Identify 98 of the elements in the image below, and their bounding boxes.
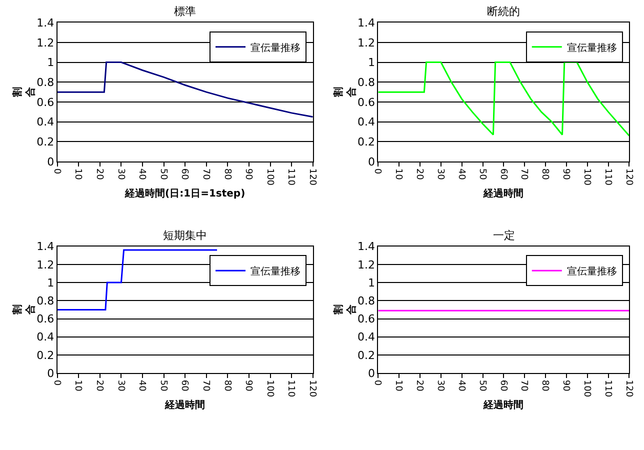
y-tick-label: 0.4 bbox=[357, 116, 375, 129]
x-tick-label: 90 bbox=[243, 168, 254, 180]
x-tick-label: 100 bbox=[264, 168, 274, 186]
x-tick-label: 80 bbox=[540, 168, 550, 180]
y-tick-label: 1 bbox=[368, 56, 375, 70]
y-tick-label: 0.2 bbox=[357, 136, 375, 149]
y-tick-label: 0.8 bbox=[36, 76, 54, 90]
y-tick-label: 1.4 bbox=[357, 240, 375, 254]
y-tick-label: 1.4 bbox=[36, 16, 54, 30]
x-tick-label: 30 bbox=[435, 168, 446, 180]
y-tick-label: 1.2 bbox=[357, 36, 375, 50]
x-tick-label: 40 bbox=[136, 380, 147, 392]
legend-label: 宣伝量推移 bbox=[566, 265, 617, 278]
x-axis-title: 経過時間 bbox=[164, 398, 206, 411]
y-axis-title: 割合 bbox=[332, 304, 358, 316]
x-tick-label: 110 bbox=[602, 380, 612, 398]
y-tick-label: 1 bbox=[47, 276, 54, 290]
x-tick-label: 10 bbox=[393, 168, 404, 180]
x-tick-label: 60 bbox=[498, 168, 508, 180]
line-series bbox=[378, 62, 630, 137]
legend-label: 宣伝量推移 bbox=[250, 265, 301, 278]
x-tick-label: 30 bbox=[115, 168, 126, 180]
x-tick-label: 0 bbox=[372, 380, 382, 386]
y-tick-label: 0.4 bbox=[36, 330, 54, 344]
y-tick-label: 1 bbox=[47, 56, 54, 70]
x-tick-label: 90 bbox=[243, 380, 254, 392]
y-tick-label: 0.8 bbox=[36, 294, 54, 308]
x-tick-label: 100 bbox=[264, 380, 274, 398]
y-tick-label: 1.4 bbox=[36, 240, 54, 254]
y-tick-label: 0.2 bbox=[36, 348, 54, 362]
x-tick-label: 110 bbox=[286, 380, 296, 398]
y-tick-label: 0.6 bbox=[357, 312, 375, 326]
x-tick-label: 80 bbox=[222, 168, 232, 180]
y-tick-label: 0.4 bbox=[36, 116, 54, 129]
x-tick-label: 10 bbox=[72, 380, 83, 392]
x-tick-label: 50 bbox=[158, 168, 168, 180]
x-tick-label: 0 bbox=[372, 168, 382, 174]
x-tick-label: 20 bbox=[94, 380, 104, 392]
x-tick-label: 40 bbox=[136, 168, 147, 180]
x-axis-title: 経過時間(日:1日=1step) bbox=[124, 187, 246, 200]
y-tick-label: 0.2 bbox=[36, 136, 54, 149]
y-axis-title: 割合 bbox=[332, 86, 358, 98]
x-tick-label: 50 bbox=[476, 380, 487, 392]
x-tick-label: 110 bbox=[602, 168, 612, 186]
y-tick-label: 0.6 bbox=[357, 96, 375, 109]
x-tick-label: 60 bbox=[179, 168, 190, 180]
x-axis-title: 経過時間 bbox=[482, 398, 524, 411]
x-tick-label: 0 bbox=[51, 380, 62, 386]
x-tick-label: 20 bbox=[414, 380, 424, 392]
x-tick-label: 120 bbox=[306, 168, 317, 186]
x-tick-label: 70 bbox=[200, 380, 210, 392]
x-tick-label: 80 bbox=[540, 380, 550, 392]
x-tick-label: 20 bbox=[94, 168, 104, 180]
x-tick-label: 80 bbox=[222, 380, 232, 392]
x-tick-label: 100 bbox=[581, 380, 592, 398]
legend-label: 宣伝量推移 bbox=[566, 42, 617, 54]
y-tick-label: 0.8 bbox=[357, 294, 375, 308]
x-tick-label: 100 bbox=[581, 168, 592, 186]
y-tick-label: 0.2 bbox=[357, 348, 375, 362]
x-tick-label: 20 bbox=[414, 168, 424, 180]
legend-label: 宣伝量推移 bbox=[250, 42, 301, 54]
x-tick-label: 30 bbox=[115, 380, 126, 392]
chart-title: 短期集中 bbox=[163, 229, 207, 242]
x-tick-label: 70 bbox=[200, 168, 210, 180]
x-tick-label: 120 bbox=[623, 168, 634, 186]
x-tick-label: 30 bbox=[435, 380, 446, 392]
x-tick-label: 50 bbox=[158, 380, 168, 392]
line-series bbox=[57, 62, 313, 118]
y-axis-title: 割合 bbox=[12, 86, 37, 98]
x-tick-label: 0 bbox=[51, 168, 62, 174]
x-tick-label: 50 bbox=[476, 168, 487, 180]
x-tick-label: 60 bbox=[498, 380, 508, 392]
chart-title: 一定 bbox=[493, 229, 515, 242]
y-tick-label: 1.2 bbox=[36, 36, 54, 50]
x-tick-label: 70 bbox=[518, 168, 529, 180]
y-tick-label: 1.4 bbox=[357, 16, 375, 30]
y-tick-label: 1.2 bbox=[36, 258, 54, 272]
y-tick-label: 1.2 bbox=[357, 258, 375, 272]
y-tick-label: 0.6 bbox=[36, 96, 54, 109]
x-tick-label: 120 bbox=[623, 380, 634, 398]
x-tick-label: 90 bbox=[560, 380, 571, 392]
x-tick-label: 60 bbox=[179, 380, 190, 392]
chart-title: 断続的 bbox=[487, 5, 520, 18]
x-tick-label: 90 bbox=[560, 168, 571, 180]
y-tick-label: 1 bbox=[368, 276, 375, 290]
y-tick-label: 0.6 bbox=[36, 312, 54, 326]
x-tick-label: 110 bbox=[286, 168, 296, 186]
y-tick-label: 0.8 bbox=[357, 76, 375, 90]
x-tick-label: 120 bbox=[306, 380, 317, 398]
x-tick-label: 10 bbox=[72, 168, 83, 180]
x-tick-label: 10 bbox=[393, 380, 404, 392]
x-axis-title: 経過時間 bbox=[482, 187, 524, 200]
x-tick-label: 70 bbox=[518, 380, 529, 392]
y-tick-label: 0.4 bbox=[357, 330, 375, 344]
chart-title: 標準 bbox=[174, 5, 196, 18]
x-tick-label: 40 bbox=[456, 380, 466, 392]
y-axis-title: 割合 bbox=[12, 304, 37, 316]
x-tick-label: 40 bbox=[456, 168, 466, 180]
